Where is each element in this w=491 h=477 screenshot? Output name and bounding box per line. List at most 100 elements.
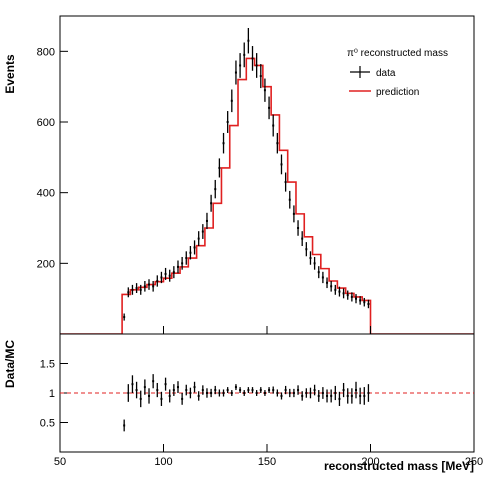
data-point: [205, 219, 208, 222]
data-point: [263, 89, 266, 92]
data-point: [363, 301, 366, 304]
ratio-point: [359, 394, 362, 397]
ratio-point: [234, 386, 237, 389]
data-point: [160, 276, 163, 279]
data-point: [259, 75, 262, 78]
data-point: [334, 288, 337, 291]
x-axis-title: reconstructed mass [MeV]: [324, 459, 474, 473]
x-tick-label: 50: [54, 456, 66, 468]
ratio-point: [239, 389, 242, 392]
ratio-point: [280, 394, 283, 397]
data-point: [359, 299, 362, 302]
ratio-point: [210, 392, 213, 394]
ratio-point: [292, 392, 295, 394]
data-point: [234, 71, 237, 74]
ratio-point: [284, 389, 287, 392]
data-point: [355, 297, 358, 300]
ratio-point: [143, 386, 146, 389]
ratio-point: [338, 397, 341, 400]
data-point: [164, 272, 167, 275]
data-point: [156, 280, 159, 282]
ratio-point: [230, 392, 233, 394]
data-point: [342, 292, 345, 295]
main-y-axis-title: Events: [3, 54, 17, 94]
x-ticks: 50 100 150 200 250: [54, 326, 483, 468]
ratio-point: [259, 389, 262, 392]
data-point: [326, 281, 329, 284]
data-point: [297, 227, 300, 229]
ratio-point: [185, 389, 188, 392]
ratio-point: [123, 424, 126, 427]
ratio-point: [367, 392, 370, 394]
data-point: [284, 181, 287, 184]
data-point: [218, 166, 221, 169]
ratio-point: [172, 389, 175, 392]
data-point: [148, 283, 151, 286]
main-y-tick-label: 400: [37, 188, 55, 200]
ratio-point: [297, 389, 300, 392]
data-point: [201, 230, 204, 233]
data-points: [123, 28, 370, 321]
ratio-points: [123, 374, 370, 432]
data-point: [288, 198, 291, 201]
ratio-point: [181, 397, 184, 400]
ratio-point: [301, 394, 304, 397]
data-point: [247, 39, 250, 42]
data-point: [239, 64, 242, 67]
ratio-point: [288, 392, 291, 394]
ratio-point: [139, 397, 142, 400]
ratio-point: [135, 389, 138, 392]
ratio-point: [164, 383, 167, 386]
ratio-point: [214, 389, 217, 392]
data-point: [251, 57, 254, 60]
data-point: [197, 237, 200, 240]
main-y-tick-label: 600: [37, 117, 55, 129]
x-tick-label: 250: [465, 456, 483, 468]
ratio-point: [201, 389, 204, 392]
data-point: [210, 202, 213, 205]
ratio-y-tick-label: 1: [49, 388, 55, 400]
ratio-point: [148, 394, 151, 397]
ratio-point: [305, 392, 308, 394]
ratio-point: [156, 389, 159, 392]
x-tick-label: 150: [258, 456, 276, 468]
data-point: [139, 288, 142, 291]
data-point: [193, 246, 196, 249]
ratio-point: [355, 389, 358, 392]
data-point: [305, 248, 308, 251]
ratio-point: [205, 392, 208, 394]
data-point: [346, 294, 349, 297]
main-y-tick-label: 200: [37, 258, 55, 270]
data-point: [230, 99, 233, 102]
data-point: [181, 262, 184, 265]
ratio-point: [309, 392, 312, 394]
ratio-point: [197, 394, 200, 397]
ratio-point: [272, 389, 275, 392]
data-point: [243, 53, 246, 56]
ratio-point: [321, 392, 324, 394]
main-panel: 200 400 600 800 Events π⁰ reconstructed mas…: [3, 15, 475, 335]
data-point: [189, 251, 192, 254]
x-tick-label: 100: [154, 456, 172, 468]
ratio-point: [218, 392, 221, 394]
data-point: [313, 262, 316, 265]
main-y-tick-label: 800: [37, 46, 55, 58]
ratio-point: [363, 394, 366, 397]
legend-entry-data: data: [376, 68, 396, 79]
main-plot-frame: [59, 15, 475, 335]
prediction-step-line: [60, 57, 474, 335]
ratio-point: [334, 392, 337, 394]
data-point: [292, 212, 295, 215]
ratio-point: [263, 392, 266, 394]
data-point: [214, 188, 217, 191]
ratio-point: [346, 394, 349, 397]
ratio-point: [255, 392, 258, 394]
ratio-point: [251, 389, 254, 392]
data-point: [123, 316, 126, 319]
ratio-point: [342, 389, 345, 392]
ratio-point: [189, 392, 192, 394]
data-point: [131, 288, 134, 291]
data-point: [301, 237, 304, 240]
ratio-point: [330, 394, 333, 397]
ratio-point: [268, 389, 271, 392]
